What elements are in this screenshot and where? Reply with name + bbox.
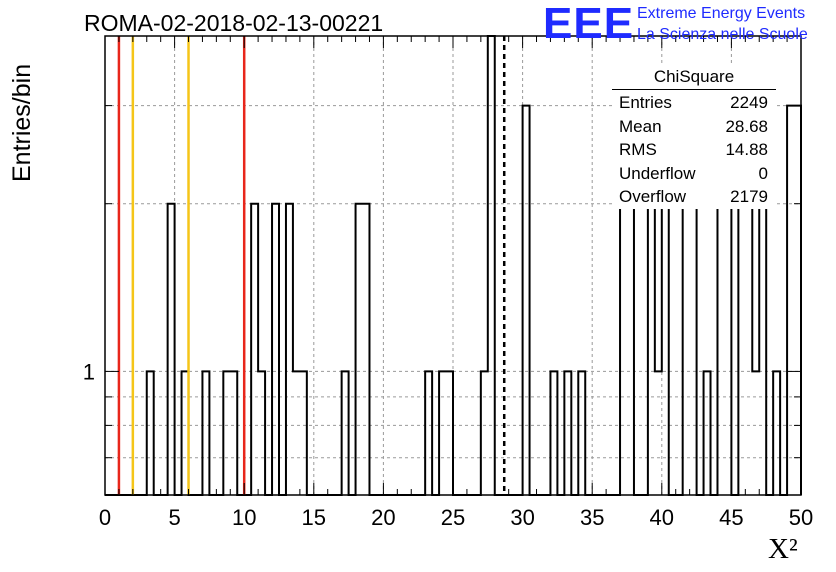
x-tick-label: 30 — [510, 505, 534, 530]
stats-value: 2179 — [730, 187, 768, 206]
x-tick-label: 40 — [650, 505, 674, 530]
stats-box: ChiSquare Entries 2249 Mean 28.68 RMS 14… — [612, 66, 776, 209]
histogram-bin — [293, 371, 300, 495]
stats-row-rms: RMS 14.88 — [612, 138, 776, 162]
histogram-bin — [550, 371, 557, 495]
histogram-bin — [258, 371, 265, 495]
histogram-bin — [488, 36, 495, 495]
histogram-bin — [168, 204, 175, 495]
chart-title: ROMA-02-2018-02-13-00221 — [84, 10, 384, 36]
histogram-bin — [794, 106, 801, 495]
histogram-bin — [752, 371, 759, 495]
x-axis-label: X² — [768, 533, 798, 565]
stats-label: Entries — [619, 93, 672, 112]
stats-row-mean: Mean 28.68 — [612, 115, 776, 139]
histogram-bin — [745, 204, 752, 495]
x-tick-label: 45 — [719, 505, 743, 530]
histogram-bin — [523, 106, 530, 495]
histogram-bin — [683, 204, 690, 495]
histogram-bin — [773, 371, 780, 495]
histogram-bin — [202, 371, 209, 495]
histogram-bin — [704, 371, 711, 495]
histogram-bin — [648, 204, 655, 495]
stats-row-overflow: Overflow 2179 — [612, 185, 776, 209]
stats-row-entries: Entries 2249 — [612, 91, 776, 115]
histogram-bin — [690, 204, 697, 495]
histogram-bin — [342, 371, 349, 495]
stats-row-underflow: Underflow 0 — [612, 162, 776, 186]
histogram-bin — [759, 204, 766, 495]
histogram-bin — [655, 371, 662, 495]
histogram-bin — [627, 204, 634, 495]
x-tick-label: 15 — [302, 505, 326, 530]
histogram-bin — [564, 371, 571, 495]
stats-label: Underflow — [619, 163, 696, 183]
histogram-bin — [724, 204, 731, 495]
histogram-bin — [363, 204, 370, 495]
stats-value: 14.88 — [725, 140, 768, 159]
logo-line-2: La Scienza nelle Scuole — [637, 26, 808, 43]
x-tick-label: 35 — [580, 505, 604, 530]
x-tick-label: 50 — [789, 505, 813, 530]
histogram-bin — [578, 371, 585, 495]
stats-label: Mean — [619, 116, 662, 136]
histogram-bin — [439, 371, 446, 495]
x-tick-label: 10 — [232, 505, 256, 530]
y-tick-label: 1 — [83, 359, 95, 384]
histogram-bin — [223, 371, 230, 495]
histogram-bin — [300, 371, 307, 495]
histogram-bin — [251, 204, 258, 495]
histogram-bin — [662, 204, 669, 495]
x-tick-label: 5 — [168, 505, 180, 530]
stats-header: ChiSquare — [612, 66, 776, 90]
logo-line-1: Extreme Energy Events — [637, 5, 806, 22]
x-tick-label: 20 — [371, 505, 395, 530]
y-axis-label: Entries/bin — [8, 63, 36, 182]
histogram-bin — [425, 371, 432, 495]
stats-value: 28.68 — [725, 116, 768, 136]
x-tick-label: 25 — [441, 505, 465, 530]
logo-caption: Extreme Energy Events La Scienza nelle S… — [637, 3, 808, 45]
histogram-bin — [787, 106, 794, 495]
histogram-bin — [230, 371, 237, 495]
stats-label: RMS — [619, 140, 657, 159]
histogram-bin — [356, 204, 363, 495]
histogram-bin — [286, 204, 293, 495]
histogram-bin — [147, 371, 154, 495]
x-tick-label: 0 — [99, 505, 111, 530]
histogram-bin — [717, 204, 724, 495]
stats-label: Overflow — [619, 187, 687, 206]
histogram-bin — [272, 204, 279, 495]
stats-value: 0 — [758, 163, 768, 183]
stats-value: 2249 — [730, 93, 768, 112]
histogram-bin — [446, 371, 453, 495]
histogram-bin — [481, 371, 488, 495]
eee-logo: EEE — [543, 0, 635, 48]
